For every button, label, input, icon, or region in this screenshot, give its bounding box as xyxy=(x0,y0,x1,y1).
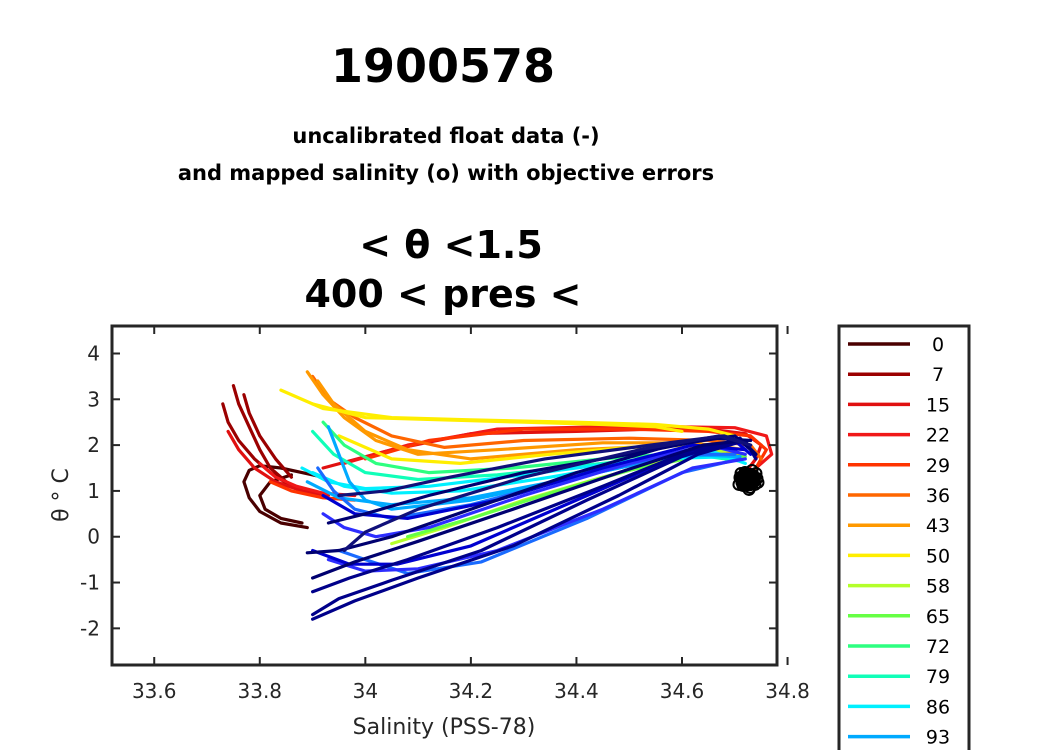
series-layer xyxy=(221,370,774,621)
y-tick-label-5: -1 xyxy=(80,571,100,595)
legend-label-11: 79 xyxy=(926,666,950,688)
legend-label-5: 36 xyxy=(926,485,950,507)
legend-label-9: 65 xyxy=(926,606,950,628)
legend-label-12: 86 xyxy=(926,696,950,718)
chart-subtitle-line-1: uncalibrated float data (-) xyxy=(292,124,599,148)
x-tick-label-6: 34.8 xyxy=(765,679,810,703)
legend-label-8: 58 xyxy=(926,576,950,598)
legend-label-10: 72 xyxy=(926,636,950,658)
legend-label-13: 93 xyxy=(926,727,950,749)
y-axis-label: θ ° C xyxy=(49,468,74,522)
legend-label-2: 15 xyxy=(926,394,950,416)
x-tick-label-4: 34.4 xyxy=(554,679,599,703)
x-tick-label-2: 34 xyxy=(353,679,378,703)
x-tick-label-3: 34.2 xyxy=(449,679,494,703)
series-line-38 xyxy=(342,434,753,553)
x-tick-label-0: 33.6 xyxy=(132,679,177,703)
legend-label-3: 22 xyxy=(926,425,950,447)
legend-label-4: 29 xyxy=(926,455,950,477)
axis-ticks: 33.6 33.8 34 34.2 34.4 34.6 34.8 4 3 2 1 0 -1 -2 xyxy=(80,326,810,703)
legend-label-0: 0 xyxy=(932,334,944,356)
series-line-15 xyxy=(311,402,684,433)
y-tick-label-1: 3 xyxy=(87,387,100,411)
theta-range-label: < θ <1.5 xyxy=(359,223,543,267)
chart-title: 1900578 xyxy=(331,39,555,93)
chart-subtitle-line-2: and mapped salinity (o) with objective e… xyxy=(178,161,714,185)
legend: 0 7 15 22 29 36 43 50 58 65 72 79 86 93 xyxy=(848,334,950,749)
series-line-4 xyxy=(242,393,293,479)
x-tick-label-5: 34.6 xyxy=(660,679,705,703)
series-line-5 xyxy=(226,429,330,498)
y-tick-label-4: 0 xyxy=(87,525,100,549)
series-line-0 xyxy=(242,464,325,530)
mapped-marker-core xyxy=(734,467,761,492)
y-tick-label-2: 2 xyxy=(87,433,100,457)
legend-label-6: 43 xyxy=(926,515,950,537)
y-tick-label-3: 1 xyxy=(87,479,100,503)
legend-label-7: 50 xyxy=(926,545,950,567)
x-tick-label-1: 33.8 xyxy=(238,679,283,703)
plot-frame xyxy=(110,324,779,667)
legend-box xyxy=(837,324,971,750)
y-tick-label-0: 4 xyxy=(87,341,100,365)
mapped-salinity-cluster xyxy=(732,463,765,496)
legend-label-1: 7 xyxy=(932,364,944,386)
series-line-35 xyxy=(311,438,747,580)
y-tick-label-6: -2 xyxy=(80,616,100,640)
x-axis-label: Salinity (PSS-78) xyxy=(353,715,536,740)
pressure-range-label: 400 < pres < xyxy=(304,272,581,316)
